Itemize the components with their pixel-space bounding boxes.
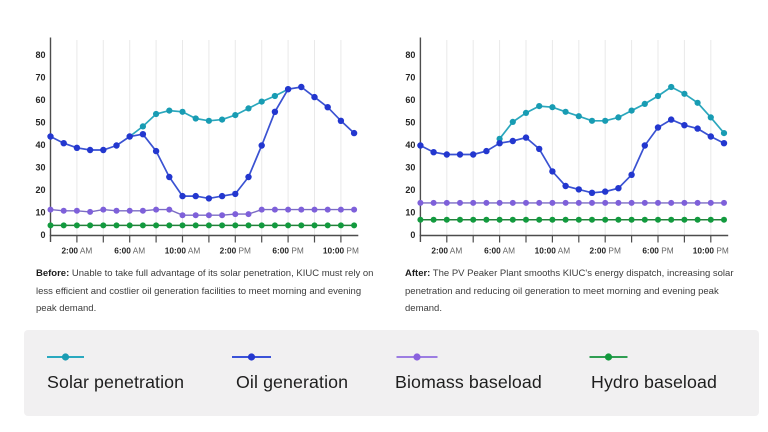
svg-text:6:00 PM: 6:00 PM: [272, 246, 303, 256]
svg-text:10:00 AM: 10:00 AM: [535, 246, 571, 256]
svg-text:60: 60: [35, 95, 45, 105]
svg-text:0: 0: [40, 230, 45, 240]
svg-text:20: 20: [405, 185, 415, 195]
svg-text:2:00 PM: 2:00 PM: [220, 246, 251, 256]
svg-text:30: 30: [405, 162, 415, 172]
svg-text:80: 80: [35, 50, 45, 60]
svg-text:2:00 AM: 2:00 AM: [431, 246, 462, 256]
svg-text:6:00 AM: 6:00 AM: [484, 246, 515, 256]
svg-text:40: 40: [35, 140, 45, 150]
svg-text:6:00 PM: 6:00 PM: [642, 246, 673, 256]
svg-text:40: 40: [405, 140, 415, 150]
svg-text:10: 10: [35, 207, 45, 217]
svg-text:2:00 AM: 2:00 AM: [61, 246, 92, 256]
svg-text:60: 60: [405, 95, 415, 105]
svg-text:10:00 PM: 10:00 PM: [323, 246, 359, 256]
svg-text:50: 50: [405, 117, 415, 127]
svg-text:70: 70: [35, 72, 45, 82]
svg-text:20: 20: [35, 185, 45, 195]
svg-text:50: 50: [35, 117, 45, 127]
svg-text:6:00 AM: 6:00 AM: [114, 246, 145, 256]
svg-text:10:00 AM: 10:00 AM: [165, 246, 201, 256]
svg-text:10: 10: [405, 207, 415, 217]
svg-text:0: 0: [410, 230, 415, 240]
svg-text:70: 70: [405, 72, 415, 82]
svg-text:30: 30: [35, 162, 45, 172]
svg-text:10:00 PM: 10:00 PM: [693, 246, 729, 256]
svg-text:2:00 PM: 2:00 PM: [590, 246, 621, 256]
svg-text:80: 80: [405, 50, 415, 60]
